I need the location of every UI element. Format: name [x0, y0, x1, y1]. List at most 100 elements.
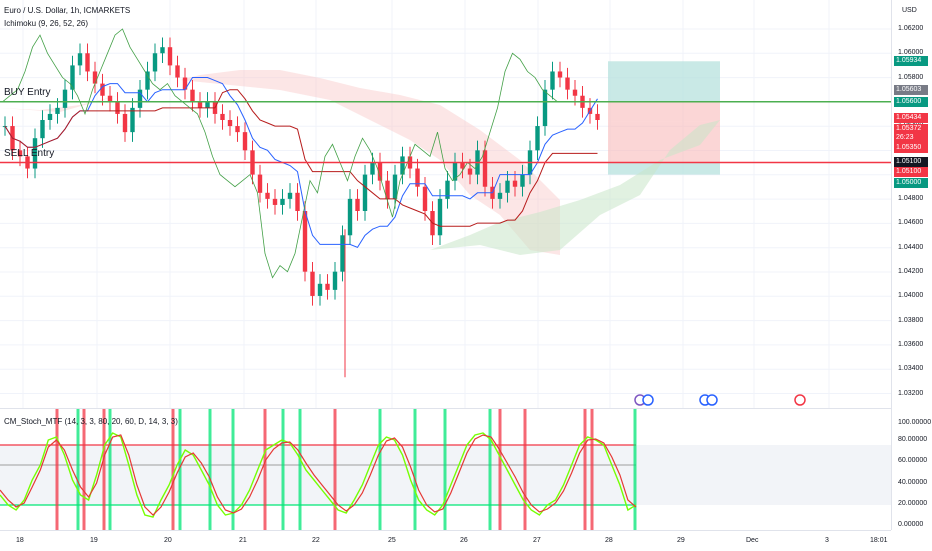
price-badge: 1.05434 [894, 113, 928, 123]
candle [385, 180, 390, 199]
tenkan-sen-line [4, 77, 598, 249]
candle [542, 89, 548, 127]
kumo-cloud-bullish [430, 120, 720, 255]
price-badge: 1.05603 [894, 85, 928, 95]
price-axis-label: 1.06000 [898, 49, 924, 57]
candle [512, 180, 518, 187]
stoch-k-line [0, 432, 637, 518]
candle [497, 192, 503, 199]
time-axis-label: 29 [677, 537, 685, 544]
candle [137, 89, 143, 108]
price-axis-label: 1.03800 [898, 316, 924, 324]
candle [422, 186, 428, 211]
candle [190, 89, 195, 102]
price-chart[interactable] [0, 0, 891, 408]
candle [160, 47, 165, 54]
stoch-sell-signal-bar [333, 409, 337, 530]
candle [520, 174, 525, 187]
candle [302, 211, 308, 272]
stoch-buy-signal-bar [488, 409, 492, 530]
candle [310, 271, 315, 296]
price-badge: 1.05000 [894, 178, 928, 188]
stoch-buy-signal-bar [108, 409, 112, 530]
stoch-sell-signal-bar [498, 409, 502, 530]
time-axis-label: 27 [533, 537, 541, 544]
candle [167, 47, 173, 66]
short-target-zone [608, 162, 720, 175]
price-axis-label: 1.06200 [898, 25, 924, 32]
pane-separator[interactable] [0, 408, 891, 409]
stoch-axis-label: 100.00000 [898, 419, 932, 426]
stochastic-pane[interactable] [0, 409, 891, 530]
time-axis-label: 22 [312, 537, 320, 544]
candle [550, 71, 555, 90]
price-badge: 26:23 [894, 133, 928, 143]
candle [482, 150, 488, 187]
candle [227, 120, 233, 127]
stoch-legend[interactable]: CM_Stoch_MTF (14, 3, 3, 80, 20, 60, D, 1… [4, 417, 178, 426]
candle [467, 168, 473, 175]
price-axis-label: 1.03200 [898, 389, 924, 397]
time-axis-label: 28 [605, 537, 613, 544]
candle [460, 162, 465, 169]
flag-event-icon [642, 394, 654, 406]
price-axis-label: 1.04400 [898, 243, 924, 251]
time-axis-label: 3 [825, 537, 829, 544]
long-target-zone [608, 61, 720, 102]
stoch-buy-signal-bar [443, 409, 447, 530]
candle [145, 71, 150, 90]
candle [595, 113, 600, 120]
price-axis-label: 1.04000 [898, 292, 924, 300]
candle [370, 162, 375, 175]
ichimoku-legend[interactable]: Ichimoku (9, 26, 52, 26) [4, 19, 89, 28]
time-axis[interactable]: 18 19 20 21 22 25 26 27 28 29 Dec 3 18:01 [0, 530, 891, 551]
us-flag-event-icon [794, 394, 806, 406]
stoch-sell-signal-bar [102, 409, 106, 530]
price-badge: 1.05100 [894, 167, 928, 177]
price-badge: 1.05934 [894, 56, 928, 66]
candle [70, 65, 75, 90]
symbol-title[interactable]: Euro / U.S. Dollar, 1h, ICMARKETS [4, 6, 131, 15]
candle [445, 180, 450, 199]
stoch-buy-signal-bar [76, 409, 80, 530]
stoch-sell-signal-bar [263, 409, 267, 530]
candle [152, 53, 158, 72]
candle [40, 120, 45, 139]
time-axis-label: 26 [460, 537, 468, 544]
candle [175, 65, 180, 78]
candle [205, 101, 210, 108]
price-axis[interactable]: USD 1.062001.060001.058001.056001.054001… [891, 0, 932, 530]
candle [92, 71, 98, 84]
stoch-sell-signal-bar [583, 409, 587, 530]
candle [572, 89, 578, 96]
chikou-span-line [2, 28, 558, 279]
kijun-sen-line [4, 89, 598, 227]
candle [55, 107, 60, 114]
candle [122, 113, 128, 133]
candle [317, 283, 323, 296]
candle [107, 95, 113, 102]
stoch-axis-label: 80.00000 [898, 436, 928, 443]
candle [355, 198, 360, 211]
candle [332, 271, 338, 290]
candle [17, 150, 23, 157]
flag-event-icon [706, 394, 718, 406]
time-axis-label: 19 [90, 537, 98, 544]
candle [287, 192, 293, 199]
candle [257, 174, 263, 193]
stoch-sell-signal-bar [55, 409, 59, 530]
candle [535, 126, 540, 151]
stoch-axis-label: 60.00000 [898, 457, 928, 464]
candle [347, 198, 353, 236]
stoch-buy-signal-bar [281, 409, 285, 530]
stoch-buy-signal-bar [378, 409, 382, 530]
candle [130, 107, 135, 133]
candle [182, 77, 188, 90]
currency-label[interactable]: USD [902, 7, 917, 14]
candle [220, 113, 225, 120]
candle [377, 162, 383, 181]
candle [115, 101, 120, 114]
candle [362, 174, 368, 211]
price-axis-label: 1.03600 [898, 340, 924, 348]
